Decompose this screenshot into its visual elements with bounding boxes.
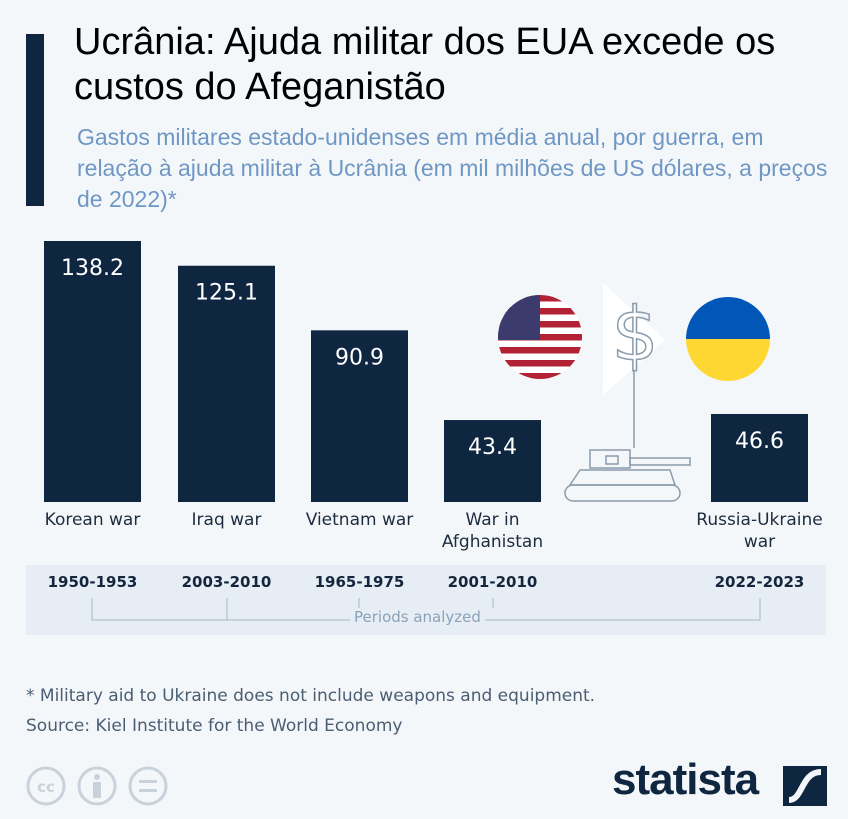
svg-text:cc: cc xyxy=(37,778,55,796)
license-icons: cc xyxy=(26,766,168,806)
arrow-icon xyxy=(603,283,665,395)
statista-logo-icon xyxy=(783,766,827,806)
chart-subtitle: Gastos militares estado-unidenses em méd… xyxy=(77,124,828,212)
category-label: Russia-Ukraine war xyxy=(696,510,823,552)
bar-value-label: 125.1 xyxy=(195,281,258,306)
statista-logo: statista xyxy=(612,755,759,804)
category-label: Korean war xyxy=(44,510,141,530)
bar xyxy=(178,265,275,502)
accent-bar xyxy=(26,34,44,206)
category-label: War in Afghanistan xyxy=(441,510,544,552)
bar xyxy=(444,420,541,502)
bar-value-label: 43.4 xyxy=(468,435,517,460)
bar xyxy=(311,330,408,502)
period-label: 2003-2010 xyxy=(181,573,272,591)
periods-label: Periods analyzed xyxy=(350,608,485,626)
period-label: 2001-2010 xyxy=(447,573,538,591)
bar-value-label: 90.9 xyxy=(335,345,384,370)
bar xyxy=(44,241,141,502)
by-icon xyxy=(77,766,117,806)
category-label: Iraq war xyxy=(191,510,262,530)
period-label: 2022-2023 xyxy=(714,573,805,591)
bar xyxy=(711,413,808,502)
period-label: 1950-1953 xyxy=(47,573,138,591)
category-label: Vietnam war xyxy=(305,510,414,530)
cc-icon xyxy=(26,766,66,806)
dollar-icon: $ xyxy=(611,292,658,378)
chart-title: Ucrânia: Ajuda militar dos EUA excede os… xyxy=(74,21,776,108)
period-label: 1965-1975 xyxy=(314,573,405,591)
bar-value-label: 138.2 xyxy=(61,256,124,281)
source: Source: Kiel Institute for the World Eco… xyxy=(26,716,403,736)
bar-value-label: 46.6 xyxy=(735,429,784,454)
footnote: * Military aid to Ukraine does not inclu… xyxy=(26,686,596,706)
tank-icon xyxy=(564,449,691,502)
nd-icon xyxy=(128,766,168,806)
